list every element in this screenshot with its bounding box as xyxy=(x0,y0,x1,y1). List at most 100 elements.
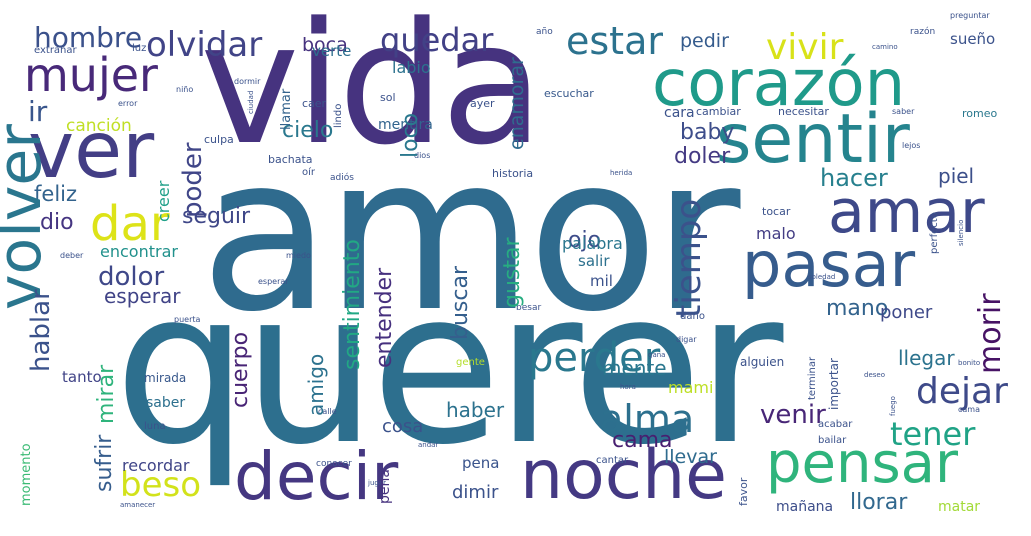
word-tener: tener xyxy=(890,415,976,453)
word-amar: amar xyxy=(828,177,985,247)
word-llorar: llorar xyxy=(850,490,908,515)
word-encontrar: encontrar xyxy=(100,242,178,261)
word-quedar: quedar xyxy=(380,21,494,59)
word-baby: baby xyxy=(680,120,735,145)
word-ir: ir xyxy=(28,95,48,128)
word-noche: noche xyxy=(520,436,728,515)
word-tocar: tocar xyxy=(762,205,791,218)
word-dimir: dimir xyxy=(452,482,499,503)
word-cielo: cielo xyxy=(282,118,334,143)
word-venir: haber xyxy=(446,398,505,422)
word-ojo: ojo xyxy=(568,228,602,253)
word-culpa: culpa xyxy=(204,133,234,146)
word-perfecto: perfecto xyxy=(929,212,940,254)
word-momento: momento xyxy=(19,443,34,506)
word-miedo: miedo xyxy=(286,251,311,260)
word-sentimiento: sentimiento xyxy=(340,239,365,370)
word-perder: perder xyxy=(528,335,661,381)
word-favor: favor xyxy=(737,477,750,506)
word-cama: llevar xyxy=(664,446,717,468)
word-volver: volver xyxy=(0,124,55,310)
word-bonito: bonito xyxy=(958,359,981,367)
word-vida: vida xyxy=(200,0,544,182)
word-matar: matar xyxy=(938,499,981,515)
word-puerta: puerta xyxy=(174,315,201,324)
word-camino: camino xyxy=(872,43,898,51)
word-amigo: pena xyxy=(377,469,393,504)
word-pedir: pedir xyxy=(680,30,729,52)
word-saber-small: saber xyxy=(892,107,915,116)
word-alguien: alguien xyxy=(740,355,785,369)
word-dormir: dormir xyxy=(234,77,261,86)
word-vivir: vivir xyxy=(766,27,844,68)
word-esperar-small: esperar xyxy=(258,277,289,286)
word-digar: digar xyxy=(676,335,697,344)
word-sentir: sentir xyxy=(716,100,910,179)
word-cama-small: cama xyxy=(958,405,980,414)
word-cantar: cantar xyxy=(596,455,629,466)
word-tanto: tanto xyxy=(62,368,102,386)
word-preguntar: preguntar xyxy=(950,11,990,20)
word-amor: amor xyxy=(200,110,741,359)
word-pena: pena xyxy=(462,454,500,472)
word-razon: razón xyxy=(910,27,936,37)
word-ano: año xyxy=(536,27,553,37)
word-caer: caer xyxy=(302,97,327,110)
word-hablar: hablar xyxy=(26,289,56,372)
word-olvidar: olvidar xyxy=(146,25,263,65)
word-pensar: pensar xyxy=(766,431,959,496)
word-piel: piel xyxy=(938,164,975,188)
word-calle: calle xyxy=(318,407,337,416)
word-nino: niño xyxy=(176,85,194,94)
word-mujer: mujer xyxy=(24,48,158,102)
word-poner: llegar xyxy=(898,346,955,370)
word-loco: loco xyxy=(398,112,423,158)
word-salir: salir xyxy=(578,252,610,270)
word-hacer: hacer xyxy=(820,164,888,192)
word-alma: alma xyxy=(600,397,695,441)
word-enamorar: enamorar xyxy=(506,57,528,150)
word-dar: dar xyxy=(90,196,170,252)
word-romeo: romeo xyxy=(962,107,998,120)
word-cara: cara xyxy=(664,105,695,121)
word-feliz: feliz xyxy=(34,182,78,206)
word-bachata: bachata xyxy=(268,153,313,166)
word-conocer: conocer xyxy=(316,459,352,469)
word-dio: dio xyxy=(40,210,74,235)
word-saber: saber xyxy=(146,395,186,411)
word-labio: labio xyxy=(392,58,431,77)
word-mirar: mirar xyxy=(94,364,119,424)
word-pasar: pasar xyxy=(742,228,916,301)
word-lindo: lindo xyxy=(333,103,344,128)
word-dolor: dolor xyxy=(98,262,165,292)
word-manana: mañana xyxy=(776,499,834,515)
word-llamar: llamar xyxy=(279,88,294,130)
word-ciudad: ciudad xyxy=(247,90,255,114)
word-besar: besar xyxy=(516,303,542,313)
word-dios: dios xyxy=(414,151,431,160)
word-mil: mil xyxy=(590,272,613,290)
word-gana: gana xyxy=(648,351,666,359)
word-querer: querer xyxy=(114,244,783,491)
word-andar: andar xyxy=(418,441,439,449)
word-palabra: palabra xyxy=(562,234,623,253)
word-sufrir: sufrir xyxy=(92,434,117,492)
word-seguir: seguir xyxy=(182,204,251,229)
word-decir: decir xyxy=(234,438,399,515)
word-corazon: corazón xyxy=(652,47,906,121)
word-mentira: mentira xyxy=(378,117,433,133)
word-tiempo: tiempo xyxy=(669,198,709,318)
word-malo: malo xyxy=(756,224,796,243)
word-entender: entender xyxy=(372,267,397,368)
word-ver: ver xyxy=(28,106,155,196)
word-herida: herida xyxy=(610,169,633,177)
word-jugar: jugar xyxy=(368,479,386,487)
word-dano: daño xyxy=(680,311,705,322)
word-historia: historia xyxy=(492,167,534,180)
word-llevar: amigo xyxy=(304,353,328,416)
word-doler: doler xyxy=(674,144,731,169)
word-extranar: extrañar xyxy=(34,45,77,56)
word-amanecer: amanecer xyxy=(120,501,156,509)
word-mente: mami xyxy=(668,378,714,397)
word-acabar: acabar xyxy=(818,419,853,430)
